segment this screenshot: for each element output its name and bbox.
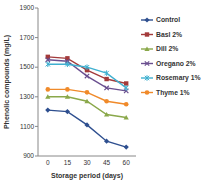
point [65,109,70,114]
point [124,115,129,120]
legend-label: Thyme 1% [156,89,190,97]
series-line [48,64,126,88]
legend-marker [145,90,150,95]
point [124,85,128,91]
y-tick [35,126,38,127]
point [104,112,109,117]
y-tick [35,156,38,157]
x-tick-label: 60 [123,159,131,166]
y-tick-label: 1100 [20,123,34,130]
y-tick [35,67,38,68]
y-tick-label: 1500 [20,63,35,70]
point [124,102,129,107]
chart: 900 1100 1300 1500 1700 1900 0 15 30 45 60Storage … [0,0,211,190]
y-axis [38,8,39,156]
legend-label: Rosemary 1% [156,74,201,82]
point [124,81,128,85]
y-tick-label: 1300 [20,93,35,100]
point [84,122,89,127]
point [65,94,70,99]
x-tick-label: 0 [46,159,50,166]
point [124,145,129,150]
point [46,61,50,67]
y-tick-label: 1900 [20,4,35,11]
series-line [48,89,126,104]
legend-marker [145,61,149,65]
x-axis-label: Storage period (days) [51,172,123,180]
legend-marker [144,17,149,22]
point [85,74,89,78]
x-tick-label: 45 [103,159,111,166]
series-line [48,97,126,118]
y-tick [35,8,38,9]
series-line [48,60,126,91]
legend-marker [145,75,149,81]
point [104,70,108,76]
y-tick [35,96,38,97]
y-axis-label: Phenolic compounds (mg/L) [3,35,11,129]
x-tick-label: 15 [64,159,72,166]
point [45,108,50,113]
point [46,87,51,92]
point [45,94,50,99]
plot-area [45,55,129,150]
point [85,90,90,95]
point [65,87,70,92]
point [104,99,109,104]
legend-marker [145,32,149,36]
point [46,58,50,62]
point [65,61,69,67]
y-tick-label: 900 [23,152,34,159]
y-tick-label: 1700 [20,34,35,41]
legend-label: Oregano 2% [156,60,196,68]
point [104,139,109,144]
y-tick [35,37,38,38]
point [104,86,108,90]
x-axis [38,156,136,157]
legend-marker [144,46,149,51]
x-tick-label: 30 [83,159,91,166]
point [104,77,108,81]
point [84,99,89,104]
point [85,64,89,70]
legend-label: Control [156,16,180,23]
legend-label: Dill 2% [156,45,178,52]
legend-label: Basl 2% [156,31,182,38]
